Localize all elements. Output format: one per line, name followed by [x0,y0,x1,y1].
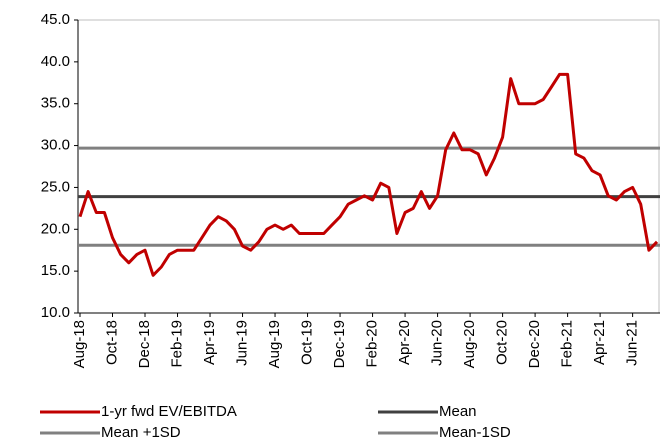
y-tick-label: 20.0 [41,220,70,237]
x-tick-label: Apr-20 [396,320,413,365]
x-tick-label: Aug-19 [266,320,283,368]
plot-frame [77,19,660,314]
x-tick-label: Dec-19 [331,320,348,368]
x-tick-label: Feb-19 [168,320,185,368]
y-tick-label: 45.0 [41,11,70,28]
x-tick-label: Apr-21 [591,320,608,365]
y-tick-label: 25.0 [41,178,70,195]
y-tick-label: 40.0 [41,53,70,70]
y-tick-label: 15.0 [41,262,70,279]
x-tick-label: Aug-20 [461,320,478,368]
x-tick-label: Feb-21 [559,320,576,368]
x-tick-label: Jun-19 [234,320,251,366]
x-tick-label: Apr-19 [201,320,218,365]
x-tick-label: Feb-20 [364,320,381,368]
legend-label: Mean +1SD [101,424,181,441]
x-tick-label: Dec-18 [136,320,153,368]
x-tick-label: Aug-18 [71,320,88,368]
legend-label: 1-yr fwd EV/EBITDA [101,403,237,420]
x-tick-label: Oct-20 [494,320,511,365]
x-tick-label: Jun-21 [624,320,641,366]
x-tick-label: Oct-18 [103,320,120,365]
y-tick-label: 30.0 [41,137,70,154]
series-line [78,72,659,277]
y-tick-label: 35.0 [41,95,70,112]
x-tick-label: Jun-20 [429,320,446,366]
legend-label: Mean-1SD [439,424,511,441]
x-tick-label: Oct-19 [299,320,316,365]
x-tick-label: Dec-20 [526,320,543,368]
legend-label: Mean [439,403,477,420]
y-tick-label: 10.0 [41,304,70,321]
